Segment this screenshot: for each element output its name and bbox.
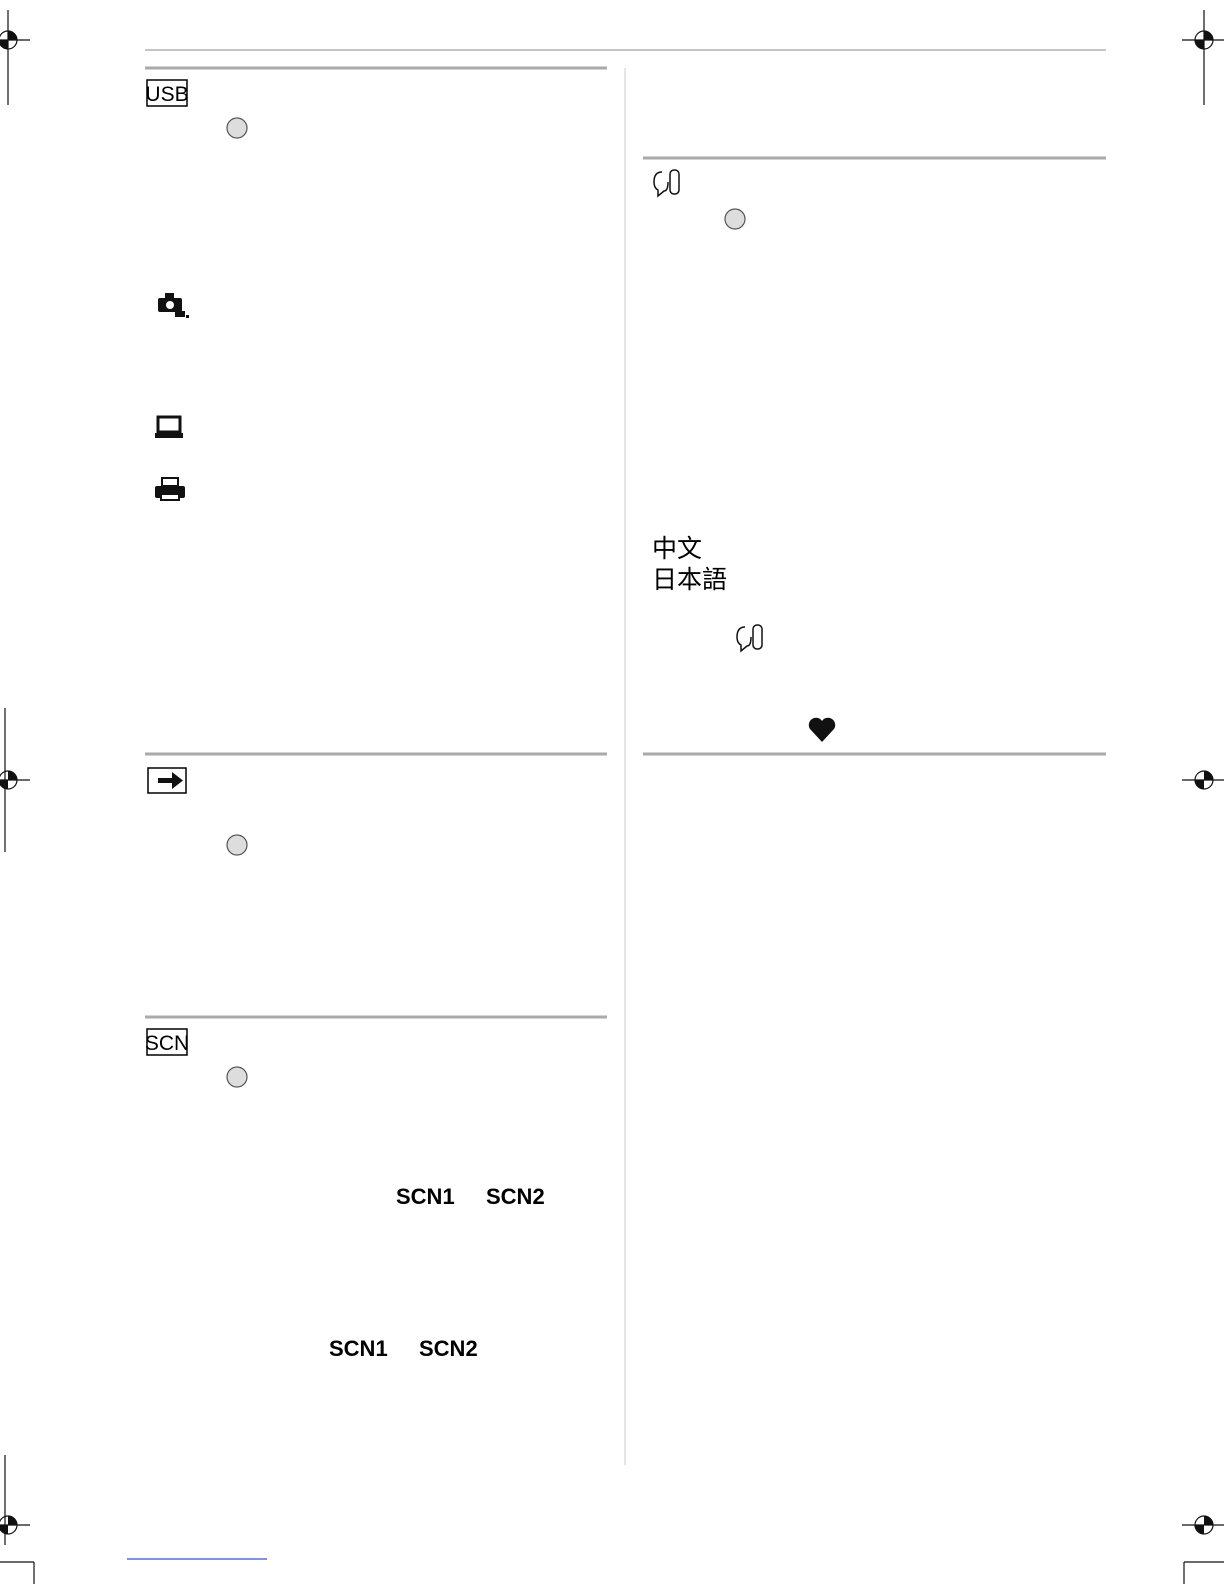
scene-mode-label: SCN2 xyxy=(419,1336,478,1361)
registration-marks xyxy=(0,10,1224,1584)
usb-icon-label: USB xyxy=(145,83,188,106)
scene-mode-label: SCN2 xyxy=(486,1184,545,1209)
scene-mode-label: SCN1 xyxy=(329,1336,388,1361)
layout-rules xyxy=(127,49,1106,1560)
scene-mode-label: SCN1 xyxy=(396,1184,455,1209)
pc-icon xyxy=(155,415,183,438)
language-icon xyxy=(653,169,680,198)
button-icon xyxy=(226,117,248,139)
icon-box xyxy=(147,767,187,794)
icon-box xyxy=(146,79,188,107)
printer-icon xyxy=(155,477,185,501)
registration-fill xyxy=(0,31,1213,1534)
button-icon xyxy=(724,208,746,230)
button-icon xyxy=(226,834,248,856)
scn-icon-label: SCN xyxy=(145,1032,189,1055)
arrow-icon xyxy=(158,772,183,789)
language-option: 中文 xyxy=(652,534,702,563)
language-option: 日本語 xyxy=(652,565,727,594)
heart-icon xyxy=(808,717,836,742)
language-icon xyxy=(736,624,763,653)
button-icon xyxy=(226,1066,248,1088)
camera-icon xyxy=(158,293,189,318)
icon-box xyxy=(146,1028,188,1056)
